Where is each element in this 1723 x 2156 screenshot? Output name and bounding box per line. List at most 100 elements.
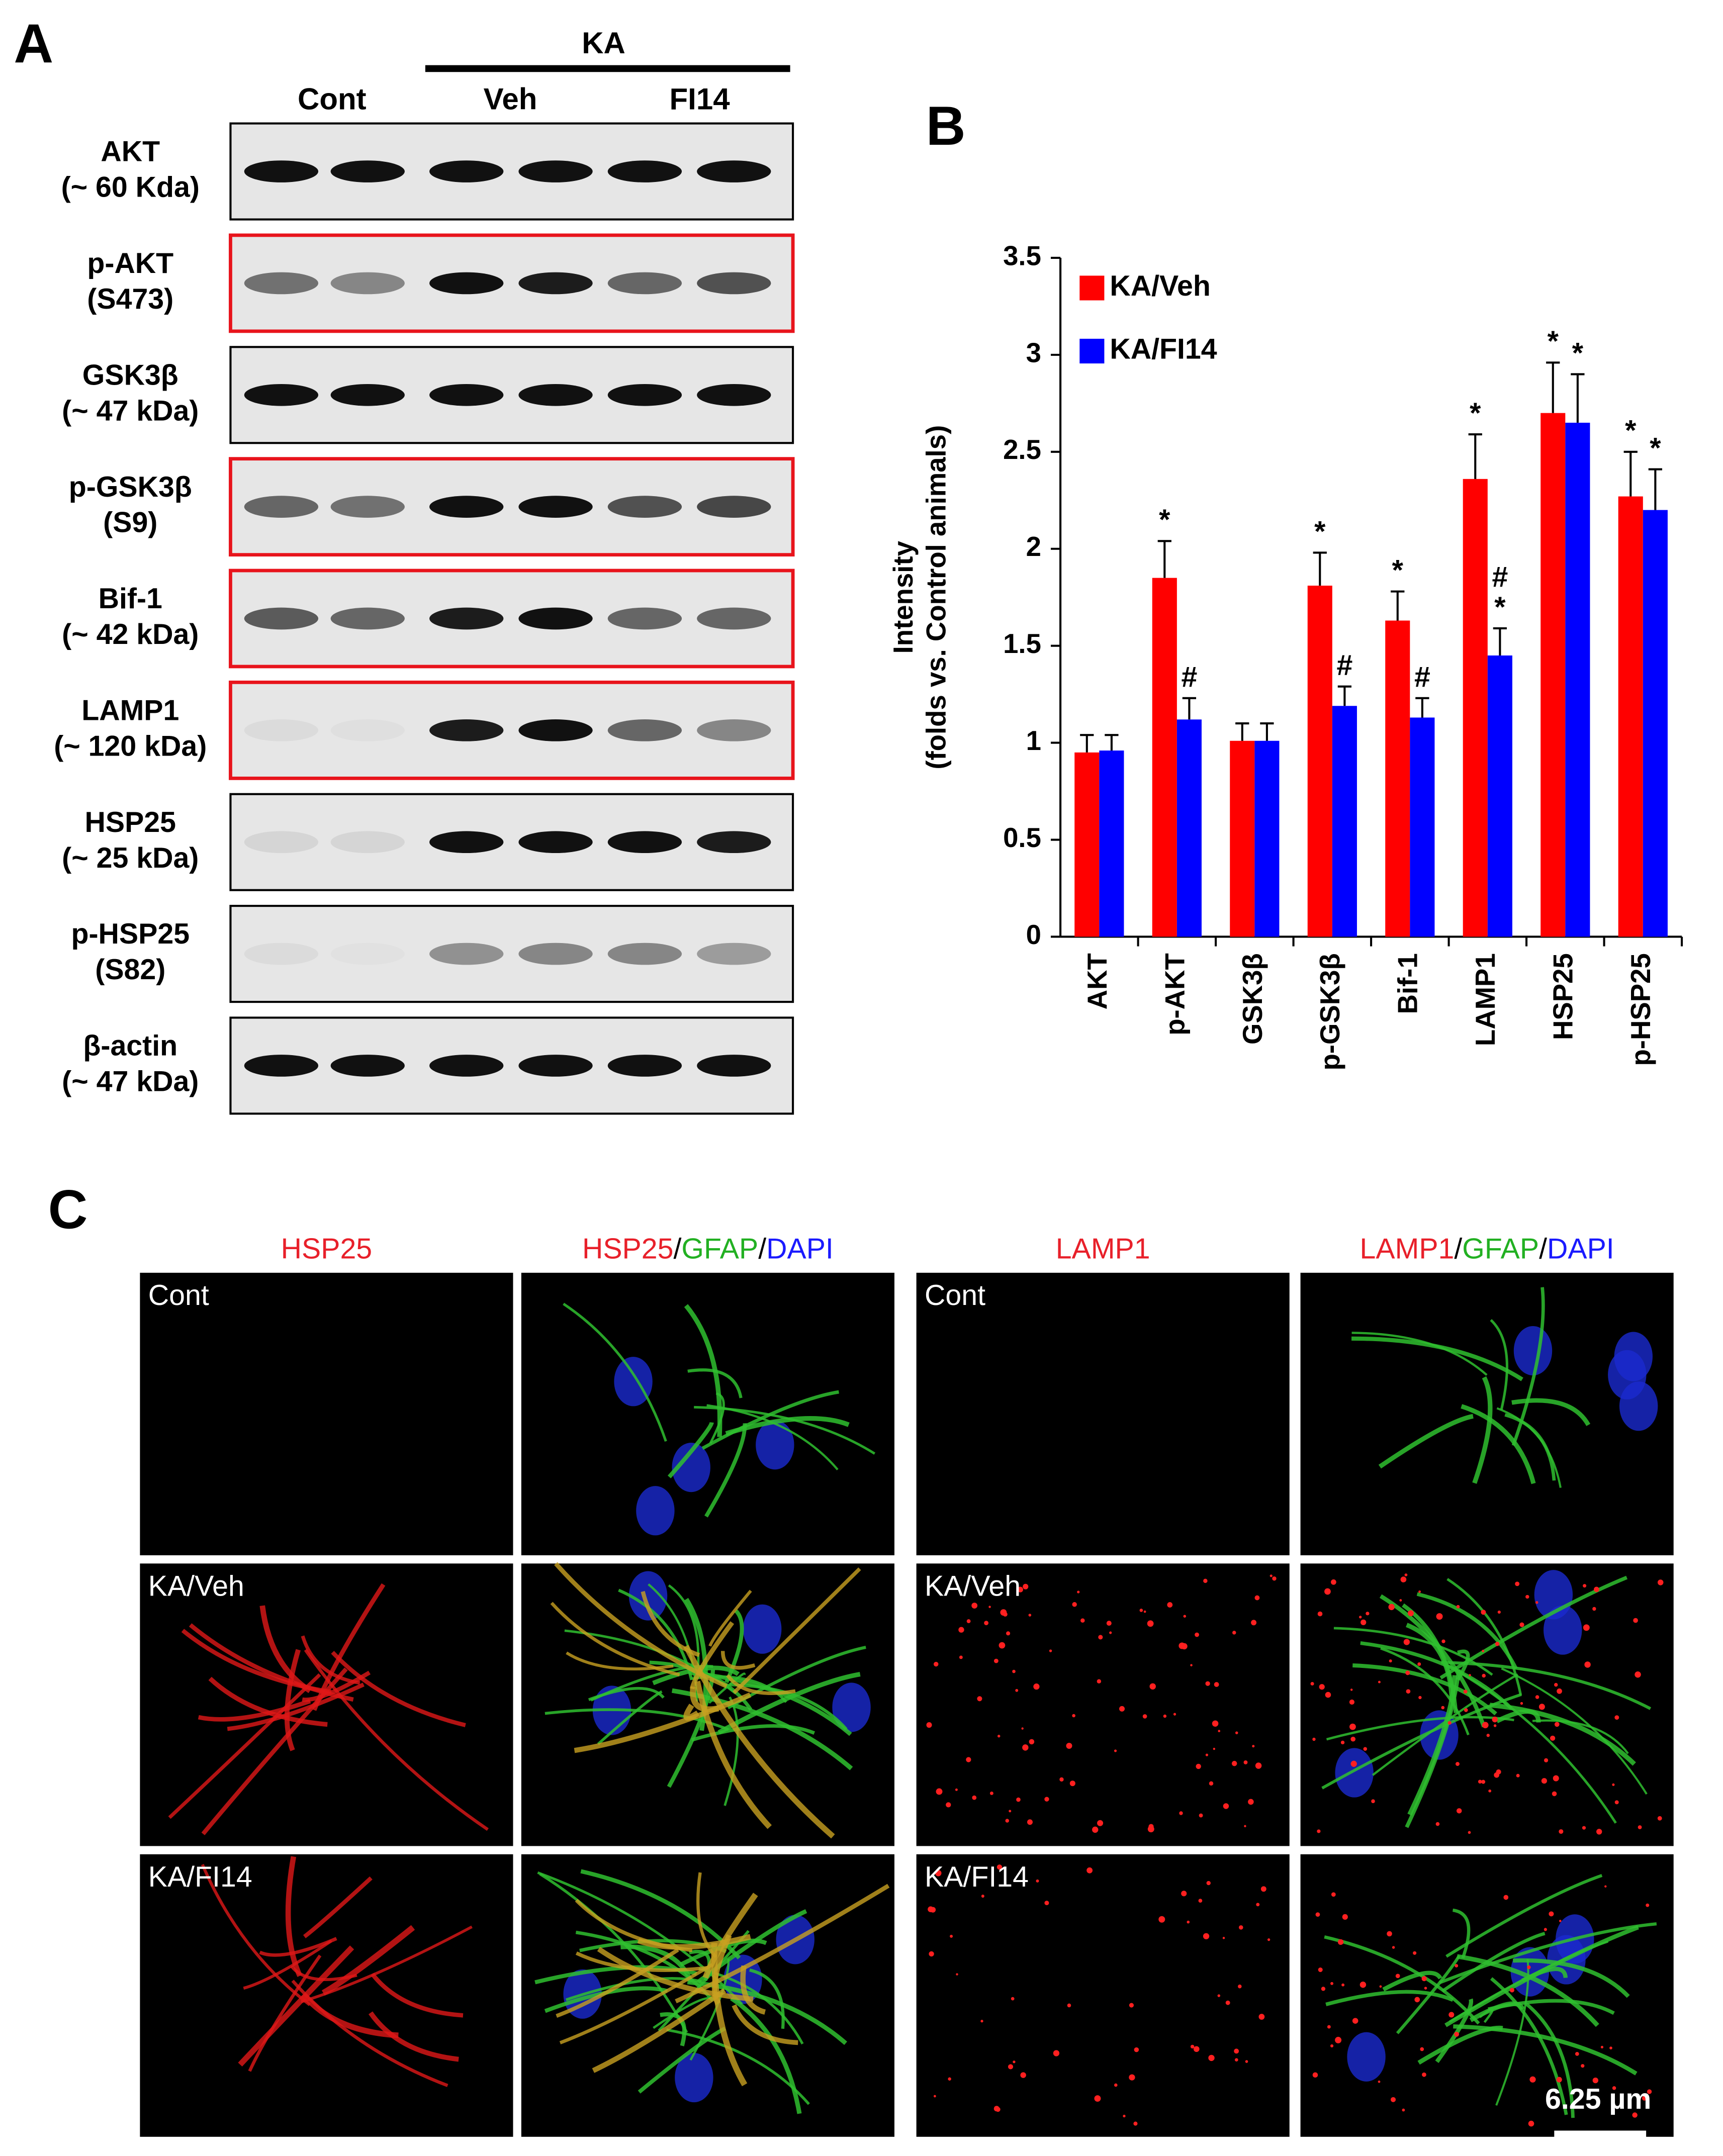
puncta	[1097, 1679, 1102, 1683]
astrocyte-process	[1379, 1594, 1486, 1728]
blot-band	[244, 272, 319, 295]
puncta	[1190, 2044, 1195, 2049]
puncta	[1114, 1749, 1117, 1752]
micrograph-content	[926, 1574, 1277, 1833]
puncta	[1519, 1622, 1524, 1627]
puncta	[1482, 1722, 1489, 1729]
puncta	[1222, 1937, 1225, 1939]
header-part: /	[758, 1233, 766, 1265]
astrocyte-process	[563, 1302, 667, 1442]
nucleus	[1347, 2032, 1386, 2082]
puncta	[1059, 1777, 1064, 1782]
astrocyte-process	[1461, 1404, 1536, 1484]
blot-band	[429, 1055, 504, 1077]
puncta	[1310, 1681, 1314, 1686]
puncta	[1321, 1987, 1326, 1991]
puncta	[1441, 1639, 1445, 1643]
puncta	[1402, 2108, 1405, 2112]
protein-name: HSP25	[85, 806, 176, 838]
puncta	[1139, 1609, 1143, 1612]
bar	[1099, 751, 1124, 937]
nucleus	[1608, 1350, 1647, 1399]
puncta	[1407, 1610, 1414, 1617]
protein-size: (~ 60 Kda)	[61, 171, 200, 204]
astrocyte-process	[1457, 1954, 1599, 2027]
header-part: HSP25	[281, 1233, 373, 1265]
hsp25-process	[720, 1651, 756, 1670]
puncta	[1232, 1631, 1236, 1635]
puncta	[1447, 1721, 1452, 1725]
puncta	[1463, 1690, 1468, 1694]
blot-band	[330, 831, 405, 854]
puncta	[1244, 1825, 1246, 1827]
error-bar	[1648, 468, 1663, 510]
puncta	[956, 1973, 958, 1976]
puncta	[1575, 2052, 1579, 2056]
puncta	[959, 1655, 963, 1659]
puncta	[1256, 1903, 1260, 1907]
astrocyte-process	[618, 1588, 693, 1680]
puncta	[1072, 1714, 1075, 1718]
puncta	[1330, 1982, 1334, 1985]
error-bar	[1260, 722, 1274, 741]
puncta	[1503, 1895, 1509, 1900]
puncta	[1520, 1702, 1523, 1705]
puncta	[1420, 2047, 1424, 2051]
significance-mark: *	[1650, 432, 1661, 464]
hsp25-process	[301, 1635, 360, 1685]
puncta	[1492, 1716, 1498, 1723]
puncta	[1554, 1682, 1558, 1687]
y-tick-label: 0.5	[1003, 822, 1041, 853]
puncta	[1218, 1730, 1221, 1732]
astrocyte-process	[1525, 2003, 1575, 2118]
hsp25-process	[285, 1856, 303, 1977]
protein-size: (~ 25 kDa)	[62, 842, 199, 874]
puncta	[955, 1788, 958, 1791]
significance-mark: #	[1492, 561, 1508, 593]
hsp25-process	[733, 1567, 861, 1695]
puncta	[1260, 1886, 1266, 1892]
header-part: GFAP	[1462, 1233, 1539, 1265]
astrocyte-process	[1441, 1932, 1546, 1993]
header-part: DAPI	[766, 1233, 834, 1265]
astrocyte-process	[668, 1584, 700, 1678]
micrograph-content	[1351, 1287, 1658, 1488]
y-axis-label-line: (folds vs. Control animals)	[921, 425, 952, 770]
error-bar	[1157, 540, 1171, 578]
blot-band	[518, 943, 593, 965]
puncta	[1469, 1674, 1471, 1676]
astrocyte-process	[694, 1405, 876, 1455]
puncta	[946, 1802, 951, 1808]
hsp25-process	[711, 1943, 748, 2087]
blot-band	[518, 496, 593, 518]
puncta	[1596, 1829, 1602, 1835]
puncta	[948, 2077, 951, 2081]
astrocyte-process	[1501, 1667, 1648, 1795]
blot-band	[518, 160, 593, 182]
puncta	[1028, 1614, 1032, 1617]
x-tick-label: p-HSP25	[1625, 953, 1656, 1066]
significance-mark: *	[1572, 337, 1584, 369]
puncta	[1142, 1714, 1147, 1719]
astrocyte-process	[679, 1938, 767, 1967]
blot-band	[429, 272, 504, 295]
puncta	[1387, 1931, 1392, 1937]
hsp25-process	[201, 1863, 311, 2006]
puncta	[1391, 2097, 1396, 2102]
error-bar	[1391, 590, 1405, 621]
puncta	[1657, 1816, 1662, 1821]
puncta	[1198, 1899, 1203, 1903]
blot-band	[607, 719, 682, 741]
x-tick-label: GSK3β	[1237, 953, 1268, 1045]
hsp25-process	[301, 1925, 473, 2003]
hsp25-process	[694, 1680, 772, 1829]
blot-band	[330, 1055, 405, 1077]
astrocyte-process	[1511, 1287, 1545, 1446]
nucleus	[672, 1443, 710, 1492]
puncta	[1594, 1586, 1599, 1592]
astrocyte-process	[1439, 1575, 1628, 1679]
puncta	[1405, 1670, 1410, 1675]
error-bar	[1571, 373, 1585, 423]
hsp25-process	[168, 1673, 321, 1819]
astrocyte-process	[1452, 1908, 1471, 1959]
